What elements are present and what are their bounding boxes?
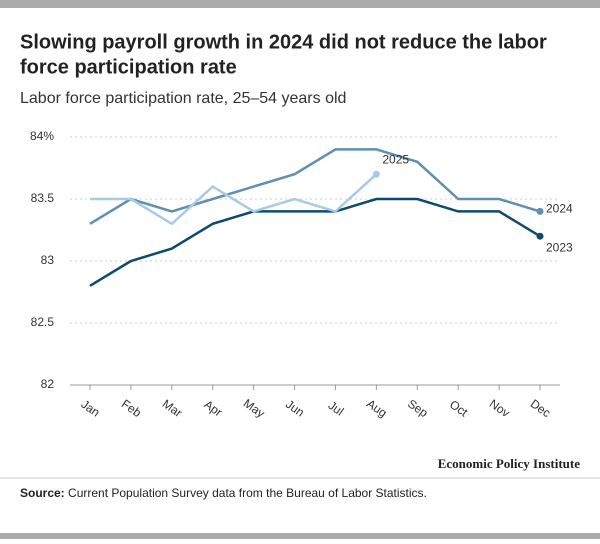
source-text: Current Population Survey data from the … [68, 486, 427, 500]
y-tick-label: 83.5 [31, 191, 55, 205]
end-point [536, 232, 544, 240]
top-bar [0, 0, 600, 8]
series-line [89, 197, 541, 287]
x-tick-label: Sep [405, 396, 431, 420]
chart-subtitle: Labor force participation rate, 25–54 ye… [20, 90, 346, 107]
series-label: 2024 [546, 202, 573, 216]
chart-title: force participation rate [20, 56, 237, 78]
x-tick-label: May [241, 396, 268, 420]
x-tick-label: Feb [119, 397, 144, 421]
y-tick-label: 82 [41, 377, 55, 391]
x-tick-label: Nov [487, 396, 513, 420]
series-line [90, 173, 378, 226]
y-tick-label: 84% [30, 129, 54, 143]
y-tick-label: 82.5 [31, 315, 55, 329]
x-tick-label: Jun [283, 397, 307, 420]
x-tick-label: Mar [160, 397, 185, 420]
x-tick-label: Aug [364, 396, 390, 420]
end-point [372, 170, 380, 178]
x-tick-label: Dec [528, 396, 554, 420]
x-tick-label: Jan [79, 397, 103, 420]
end-point [536, 207, 544, 215]
source-label: Source: [20, 486, 65, 500]
source: Source: Current Population Survey data f… [20, 486, 427, 500]
bottom-bar [0, 533, 600, 539]
y-tick-label: 83 [41, 253, 55, 267]
x-tick-label: Jul [326, 398, 347, 418]
series-label: 2025 [382, 152, 409, 166]
series-label: 2023 [546, 240, 573, 254]
series-line [89, 148, 541, 225]
x-tick-label: Apr [202, 397, 225, 419]
branding: Economic Policy Institute [438, 456, 580, 471]
chart-title: Slowing payroll growth in 2024 did not r… [20, 31, 547, 53]
x-tick-label: Oct [447, 397, 471, 420]
